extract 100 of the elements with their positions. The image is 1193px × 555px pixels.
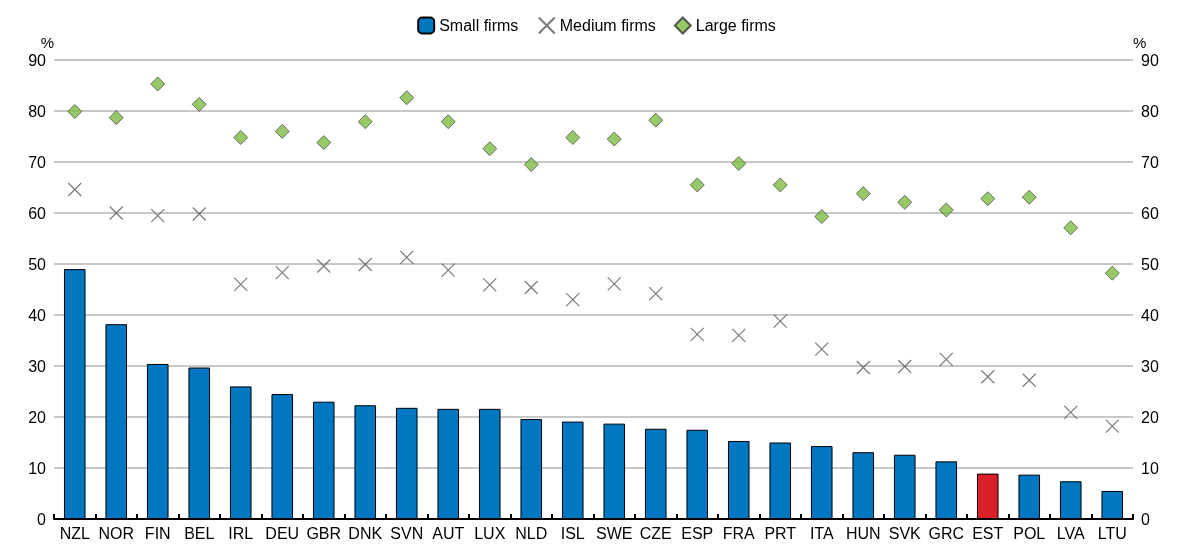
point xyxy=(67,182,82,197)
point xyxy=(482,277,497,293)
x-tick-label: POL xyxy=(1013,524,1046,542)
x-tick-label: SWE xyxy=(596,524,633,542)
x-tick-label: NOR xyxy=(98,524,135,542)
x-tick-label: PRT xyxy=(764,524,797,542)
x-tick-label: ITA xyxy=(809,524,834,542)
point xyxy=(482,141,498,157)
x-tick-label: SVK xyxy=(888,524,922,542)
point xyxy=(648,286,663,301)
point xyxy=(565,130,581,145)
point xyxy=(109,205,124,221)
y2-axis-title: % xyxy=(1133,34,1147,51)
y2-tick-label: 20 xyxy=(1141,408,1159,426)
x-tick-label: GRC xyxy=(928,524,965,542)
x-tick-label: LVA xyxy=(1056,524,1086,542)
point xyxy=(440,114,456,130)
point xyxy=(607,276,622,291)
point xyxy=(523,157,539,172)
point xyxy=(275,265,290,280)
x-tick-label: BEL xyxy=(184,524,215,542)
legend-label: Medium firms xyxy=(559,17,656,34)
point xyxy=(399,250,414,265)
x-tick-label: GBR xyxy=(306,524,342,542)
x-tick-label: FIN xyxy=(144,524,171,542)
point xyxy=(150,208,165,223)
point xyxy=(897,194,913,210)
point xyxy=(316,258,331,274)
point xyxy=(980,369,995,384)
y-tick-label: 90 xyxy=(28,51,47,69)
point xyxy=(1104,265,1120,281)
y2-tick-label: 0 xyxy=(1141,510,1150,528)
y2-tick-label: 30 xyxy=(1141,357,1159,375)
point xyxy=(358,257,373,272)
x-tick-label: AUT xyxy=(432,524,465,542)
y-tick-label: 20 xyxy=(28,408,47,426)
y-tick-label: 30 xyxy=(28,357,47,375)
x-tick-label: FRA xyxy=(722,524,756,542)
y-tick-label: 60 xyxy=(28,204,47,222)
legend-label: Small firms xyxy=(439,17,519,34)
point xyxy=(648,112,664,128)
y2-tick-label: 40 xyxy=(1141,306,1159,324)
point xyxy=(856,360,871,375)
point xyxy=(855,186,871,202)
point xyxy=(980,191,996,207)
point xyxy=(108,110,124,126)
point xyxy=(233,130,249,145)
y-axis-title: % xyxy=(40,34,54,51)
x-tick-label: LUX xyxy=(474,524,506,542)
y-tick-label: 40 xyxy=(28,306,47,324)
point xyxy=(274,124,290,139)
point xyxy=(773,314,788,329)
x-tick-label: HUN xyxy=(845,524,881,542)
y-tick-label: 50 xyxy=(28,255,47,273)
point xyxy=(814,342,829,357)
x-tick-label: NLD xyxy=(515,524,548,542)
point xyxy=(1021,189,1037,205)
point xyxy=(814,209,830,224)
point xyxy=(565,292,580,307)
y2-tick-label: 50 xyxy=(1141,255,1159,273)
point xyxy=(690,327,705,342)
point xyxy=(1022,373,1037,388)
x-tick-label: DNK xyxy=(348,524,383,542)
y2-tick-label: 60 xyxy=(1141,204,1159,222)
point xyxy=(606,131,622,147)
y2-tick-label: 70 xyxy=(1141,153,1159,171)
x-tick-label: ISL xyxy=(560,524,585,542)
point xyxy=(731,156,747,171)
point xyxy=(897,359,912,374)
point xyxy=(939,352,954,367)
legend-label: Large firms xyxy=(695,17,776,34)
x-tick-label: SVN xyxy=(390,524,424,542)
point xyxy=(731,328,746,343)
y2-tick-label: 90 xyxy=(1141,51,1159,69)
point xyxy=(150,76,166,92)
y2-tick-label: 80 xyxy=(1141,102,1159,120)
point xyxy=(357,114,373,130)
point xyxy=(1063,405,1078,420)
y-tick-label: 10 xyxy=(28,459,47,477)
x-tick-label: EST xyxy=(972,524,1004,542)
x-tick-label: ESP xyxy=(681,524,714,542)
point xyxy=(441,263,456,278)
point xyxy=(233,277,248,292)
y2-tick-label: 10 xyxy=(1141,459,1159,477)
x-tick-label: NZL xyxy=(59,524,90,542)
point xyxy=(1105,419,1120,434)
point xyxy=(524,280,539,295)
point xyxy=(316,135,332,151)
y-tick-label: 70 xyxy=(28,153,47,171)
point xyxy=(192,206,207,222)
x-tick-label: CZE xyxy=(639,524,672,542)
point xyxy=(1063,220,1079,236)
point xyxy=(772,177,788,193)
point xyxy=(399,90,415,106)
y-tick-label: 80 xyxy=(28,102,47,120)
y-tick-label: 0 xyxy=(37,510,47,528)
point xyxy=(191,96,207,112)
x-tick-label: IRL xyxy=(228,524,254,542)
point xyxy=(689,177,705,193)
x-tick-label: DEU xyxy=(265,524,300,542)
